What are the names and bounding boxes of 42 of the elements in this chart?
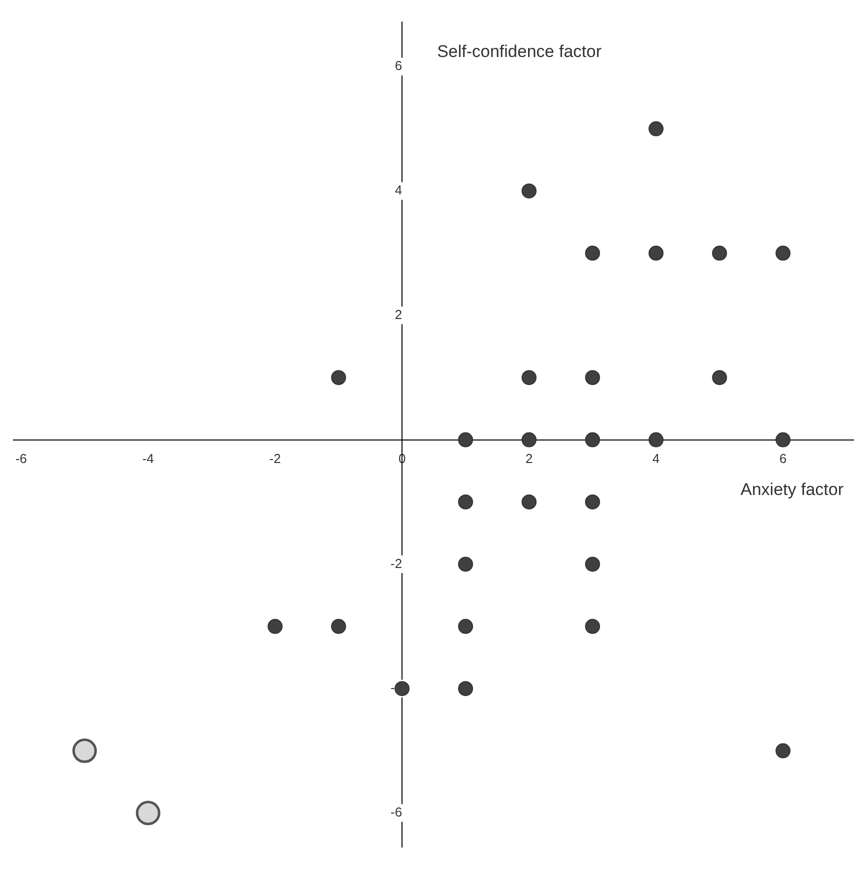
point — [394, 681, 410, 696]
point — [776, 246, 791, 261]
point — [585, 494, 600, 510]
point — [776, 432, 791, 448]
point — [458, 432, 474, 448]
point — [712, 246, 728, 261]
point — [331, 370, 346, 386]
y-tick-label: -2 — [390, 556, 402, 571]
point — [72, 738, 97, 764]
point — [648, 432, 664, 448]
point — [331, 618, 346, 634]
x-axis-title: Anxiety factor — [740, 480, 844, 499]
point — [648, 121, 664, 136]
point — [585, 370, 600, 386]
point — [136, 800, 160, 826]
point — [648, 246, 664, 261]
y-tick-label: -6 — [390, 804, 402, 820]
point — [522, 370, 537, 386]
x-tick-label: 2 — [525, 451, 533, 466]
point — [458, 618, 474, 634]
point — [585, 246, 600, 261]
x-tick-label: -2 — [269, 451, 281, 466]
y-tick-label: 4 — [394, 182, 402, 198]
point — [458, 681, 474, 696]
x-tick-label: -6 — [15, 451, 27, 466]
point — [458, 494, 474, 510]
point — [458, 556, 474, 572]
y-axis-title: Self-confidence factor — [437, 42, 602, 61]
x-tick-label: 6 — [779, 451, 787, 466]
point — [522, 494, 537, 510]
point — [268, 618, 283, 634]
point — [585, 432, 600, 448]
y-tick-label: 6 — [394, 58, 402, 74]
x-tick-label: 4 — [652, 451, 660, 466]
point — [776, 743, 791, 758]
point — [522, 432, 537, 448]
y-tick-label: 2 — [394, 306, 402, 322]
point — [712, 370, 728, 386]
x-tick-label: -4 — [142, 451, 154, 466]
point — [522, 183, 537, 198]
point — [585, 618, 600, 634]
point — [585, 556, 600, 572]
